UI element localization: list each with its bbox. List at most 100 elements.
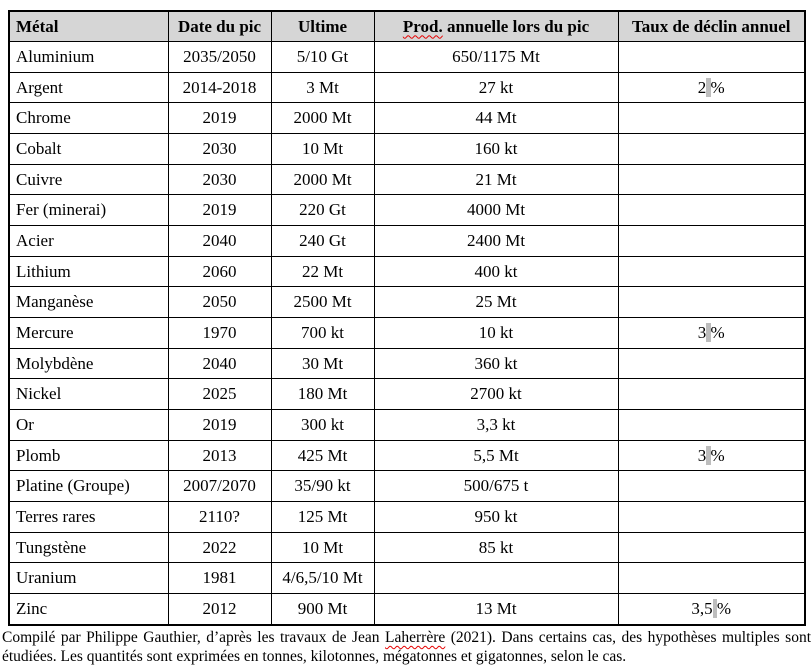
value-cell: 1981 <box>167 562 272 595</box>
nonbreaking-space-mark <box>712 599 717 619</box>
value-cell: 30 Mt <box>270 347 375 380</box>
metals-table: Métal Date du pic Ultime Prod. annuelle lor… <box>8 10 806 626</box>
table-row: Cuivre 2030 2000 Mt 21 Mt <box>8 163 806 196</box>
metal-name-cell: Terres rares <box>8 501 169 533</box>
metal-name-cell: Manganèse <box>8 286 169 319</box>
table-row: Uranium 1981 4/6,5/10 Mt <box>8 562 806 595</box>
table-row: Acier 2040 240 Gt 2400 Mt <box>8 225 806 257</box>
value-cell: 2040 <box>167 347 272 380</box>
footer-note: Compilé par Philippe Gauthier, d’après l… <box>2 629 811 665</box>
value-cell: 44 Mt <box>373 102 619 135</box>
table-row: Molybdène 2040 30 Mt 360 kt <box>8 347 806 380</box>
value-cell <box>617 194 806 227</box>
value-cell: 2700 kt <box>373 378 619 411</box>
column-header-1: Date du pic <box>167 10 272 42</box>
value-cell: 3 % <box>617 317 806 349</box>
value-cell <box>617 225 806 257</box>
value-cell <box>617 531 806 564</box>
metal-name-cell: Zinc <box>8 593 169 626</box>
value-cell <box>373 562 619 595</box>
table-row: Nickel 2025 180 Mt 2700 kt <box>8 378 806 411</box>
value-cell: 2014-2018 <box>167 71 272 104</box>
table-row: Argent 2014-2018 3 Mt 27 kt 2 % <box>8 71 806 104</box>
value-cell: 2060 <box>167 255 272 288</box>
value-cell: 425 Mt <box>270 439 375 472</box>
value-cell: 2030 <box>167 163 272 196</box>
value-cell: 3,3 kt <box>373 409 619 441</box>
value-cell <box>617 163 806 196</box>
metal-name-cell: Fer (minerai) <box>8 194 169 227</box>
nonbreaking-space-mark <box>706 322 711 342</box>
value-cell: 180 Mt <box>270 378 375 411</box>
value-cell: 2400 Mt <box>373 225 619 257</box>
table-row: Aluminium 2035/2050 5/10 Gt 650/1175 Mt <box>8 41 806 73</box>
value-cell: 2019 <box>167 409 272 441</box>
value-cell: 500/675 t <box>373 470 619 503</box>
metal-name-cell: Tungstène <box>8 531 169 564</box>
value-cell: 300 kt <box>270 409 375 441</box>
value-cell: 25 Mt <box>373 286 619 319</box>
metal-name-cell: Chrome <box>8 102 169 135</box>
value-cell: 35/90 kt <box>270 470 375 503</box>
table-row: Cobalt 2030 10 Mt 160 kt <box>8 133 806 165</box>
metal-name-cell: Or <box>8 409 169 441</box>
value-cell: 2007/2070 <box>167 470 272 503</box>
column-header-3: Prod. annuelle lors du pic <box>373 10 619 42</box>
value-cell: 2019 <box>167 102 272 135</box>
metal-name-cell: Molybdène <box>8 347 169 380</box>
value-cell: 85 kt <box>373 531 619 564</box>
value-cell <box>617 133 806 165</box>
value-cell: 2000 Mt <box>270 163 375 196</box>
nonbreaking-space-mark <box>706 445 711 465</box>
table-body: Aluminium 2035/2050 5/10 Gt 650/1175 Mt Arge… <box>8 41 806 626</box>
metal-name-cell: Nickel <box>8 378 169 411</box>
metal-name-cell: Argent <box>8 71 169 104</box>
value-cell: 10 Mt <box>270 531 375 564</box>
value-cell: 2022 <box>167 531 272 564</box>
value-cell <box>617 255 806 288</box>
metal-name-cell: Lithium <box>8 255 169 288</box>
value-cell <box>617 378 806 411</box>
value-cell: 10 kt <box>373 317 619 349</box>
header-row: Métal Date du pic Ultime Prod. annuelle lor… <box>8 10 806 42</box>
value-cell: 160 kt <box>373 133 619 165</box>
nonbreaking-space-mark <box>706 77 711 97</box>
value-cell: 650/1175 Mt <box>373 41 619 73</box>
value-cell <box>617 501 806 533</box>
value-cell <box>617 347 806 380</box>
table-row: Terres rares 2110? 125 Mt 950 kt <box>8 501 806 533</box>
metal-name-cell: Plomb <box>8 439 169 472</box>
column-header-2: Ultime <box>270 10 375 42</box>
column-header-0: Métal <box>8 10 169 42</box>
value-cell: 13 Mt <box>373 593 619 626</box>
spellcheck-underline: Prod. <box>402 16 443 36</box>
value-cell: 5/10 Gt <box>270 41 375 73</box>
value-cell: 22 Mt <box>270 255 375 288</box>
value-cell: 1970 <box>167 317 272 349</box>
table-row: Tungstène 2022 10 Mt 85 kt <box>8 531 806 564</box>
value-cell: 2110? <box>167 501 272 533</box>
table-row: Or 2019 300 kt 3,3 kt <box>8 409 806 441</box>
value-cell <box>617 286 806 319</box>
metal-name-cell: Cuivre <box>8 163 169 196</box>
value-cell: 2030 <box>167 133 272 165</box>
value-cell: 240 Gt <box>270 225 375 257</box>
value-cell: 2035/2050 <box>167 41 272 73</box>
table-row: Chrome 2019 2000 Mt 44 Mt <box>8 102 806 135</box>
metal-name-cell: Uranium <box>8 562 169 595</box>
table-row: Manganèse 2050 2500 Mt 25 Mt <box>8 286 806 319</box>
value-cell <box>617 562 806 595</box>
value-cell <box>617 41 806 73</box>
document-page: Métal Date du pic Ultime Prod. annuelle lor… <box>0 10 812 671</box>
value-cell: 21 Mt <box>373 163 619 196</box>
value-cell: 2500 Mt <box>270 286 375 319</box>
value-cell: 125 Mt <box>270 501 375 533</box>
value-cell: 5,5 Mt <box>373 439 619 472</box>
value-cell: 4000 Mt <box>373 194 619 227</box>
table-row: Zinc 2012 900 Mt 13 Mt 3,5 % <box>8 593 806 626</box>
value-cell: 2025 <box>167 378 272 411</box>
metal-name-cell: Cobalt <box>8 133 169 165</box>
value-cell: 220 Gt <box>270 194 375 227</box>
table-row: Lithium 2060 22 Mt 400 kt <box>8 255 806 288</box>
table-row: Mercure 1970 700 kt 10 kt 3 % <box>8 317 806 349</box>
